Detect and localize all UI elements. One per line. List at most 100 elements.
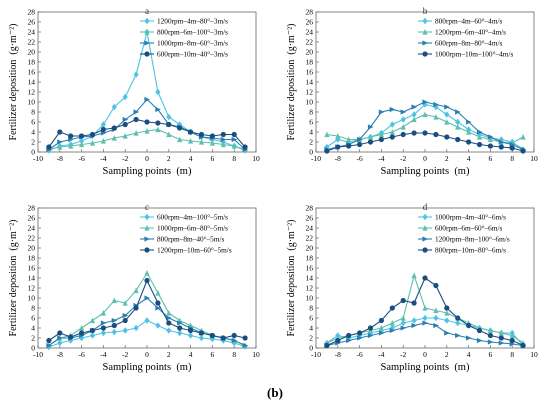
series-line — [326, 101, 524, 151]
x-tick-label: -4 — [378, 154, 384, 163]
y-tick-label: 22 — [28, 234, 36, 243]
y-tick-label: 8 — [309, 304, 313, 313]
y-axis-label: Fertilizer deposition (g·m⁻²) — [8, 220, 19, 337]
legend-entry: 1200rpm–10m–60°–5m/s — [157, 246, 232, 255]
data-point — [444, 310, 450, 316]
x-tick-label: 6 — [489, 154, 493, 163]
data-point — [188, 327, 194, 334]
data-point — [346, 332, 352, 339]
data-point — [144, 128, 150, 134]
data-point — [111, 103, 117, 111]
data-point — [144, 270, 150, 276]
data-point — [411, 116, 417, 123]
data-point — [89, 317, 96, 324]
data-point — [68, 133, 74, 139]
data-point — [155, 290, 161, 296]
x-tick-label: -8 — [57, 350, 63, 359]
data-point — [520, 342, 526, 349]
data-point — [433, 114, 439, 120]
data-point — [144, 119, 150, 125]
data-point — [433, 282, 439, 289]
x-tick-label: 10 — [252, 350, 260, 359]
x-tick-label: 8 — [510, 154, 514, 163]
data-point — [100, 329, 106, 337]
x-tick-label: -4 — [100, 350, 106, 359]
data-point — [411, 111, 417, 118]
panel-label: a — [145, 6, 149, 16]
data-point — [455, 315, 461, 321]
data-point — [111, 328, 117, 336]
x-tick-label: 0 — [423, 350, 427, 359]
data-point — [367, 139, 374, 145]
legend-entry: 1000rpm–6m–80°–5m/s — [157, 224, 228, 233]
data-point — [122, 133, 128, 139]
data-point — [357, 330, 363, 336]
x-tick-label: 2 — [445, 154, 449, 163]
x-tick-label: -6 — [356, 154, 362, 163]
data-point — [466, 129, 472, 135]
y-tick-label: 4 — [31, 128, 35, 137]
data-point — [100, 310, 106, 316]
x-tick-label: 6 — [211, 154, 215, 163]
x-axis-label: Sampling points (m) — [381, 166, 470, 177]
legend-marker — [422, 236, 428, 242]
data-point — [378, 136, 384, 143]
data-point — [46, 342, 52, 349]
data-point — [411, 104, 418, 110]
y-tick-label: 0 — [31, 344, 35, 353]
data-point — [144, 317, 150, 324]
y-tick-label: 28 — [306, 8, 314, 17]
x-tick-label: -2 — [122, 350, 128, 359]
data-point — [324, 148, 330, 154]
data-point — [68, 334, 74, 340]
data-point — [198, 334, 205, 342]
data-point — [166, 121, 172, 128]
legend-entry: 800rpm–6m–100°–3m/s — [157, 28, 228, 37]
data-point — [89, 131, 96, 138]
data-point — [79, 330, 85, 336]
data-point — [198, 330, 205, 336]
series-line — [48, 279, 246, 341]
data-point — [476, 337, 483, 344]
data-point — [444, 134, 450, 140]
chart-panel-c: c-10 -8 -6 -4 -2 0 2 4 6 8 10024681012141618202224… — [8, 202, 260, 373]
y-tick-label: 28 — [306, 204, 314, 213]
data-point — [400, 325, 407, 331]
data-point — [346, 337, 352, 344]
legend-entry: 1000rpm–8m–60°–3m/s — [157, 39, 228, 48]
data-point — [487, 143, 493, 149]
data-point — [177, 320, 183, 326]
data-point — [89, 332, 96, 339]
data-point — [122, 116, 129, 123]
data-point — [100, 325, 106, 331]
x-axis-label: Sampling points (m) — [103, 362, 192, 373]
data-point — [122, 312, 129, 319]
data-point — [155, 120, 161, 126]
y-tick-label: 22 — [306, 234, 314, 243]
legend-marker — [144, 51, 150, 57]
y-tick-label: 24 — [28, 28, 36, 37]
x-tick-label: -8 — [335, 154, 341, 163]
data-point — [433, 103, 439, 111]
data-point — [466, 322, 472, 329]
y-tick-label: 16 — [306, 264, 314, 273]
data-point — [476, 141, 483, 148]
y-tick-label: 16 — [306, 68, 314, 77]
y-axis-label: Fertilizer deposition (g·m⁻²) — [286, 24, 297, 141]
data-point — [122, 317, 128, 324]
series-line — [326, 277, 524, 346]
data-point — [209, 140, 215, 146]
data-point — [411, 317, 417, 324]
data-point — [231, 337, 238, 344]
legend-entry: 600rpm–4m–100°–5m/s — [157, 213, 228, 222]
x-tick-label: -10 — [311, 154, 321, 163]
legend-marker — [422, 247, 428, 253]
legend-marker — [144, 29, 150, 35]
x-tick-label: 0 — [145, 350, 149, 359]
data-point — [466, 139, 472, 145]
data-point — [324, 143, 330, 151]
x-tick-label: 4 — [189, 154, 193, 163]
x-tick-label: -8 — [57, 154, 63, 163]
data-point — [122, 93, 128, 101]
data-point — [166, 327, 172, 334]
